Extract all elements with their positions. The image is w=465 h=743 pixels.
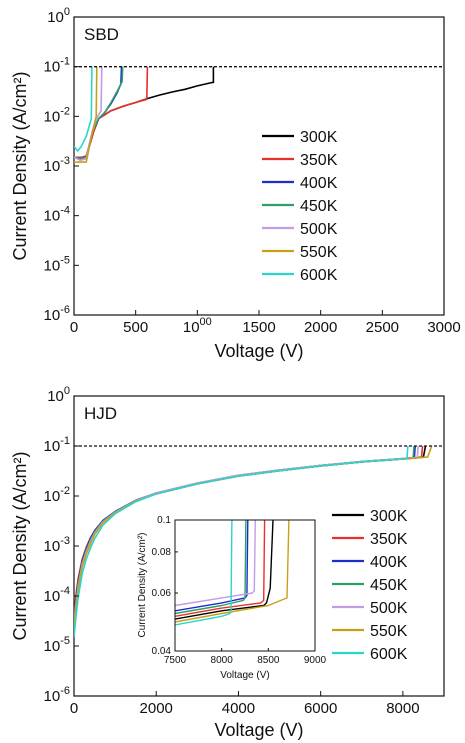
legend-label-450k: 450K — [300, 198, 338, 215]
y-tick-label: 0.06 — [152, 588, 172, 599]
x-tick-label: 1500 — [242, 319, 275, 336]
y-tick-label: 10-2 — [44, 485, 70, 505]
inset-axes: 7500 8000 8500 9000 0.04 0.06 0.08 0.1 — [152, 515, 327, 666]
sbd-y-axis-label: Current Density (A/cm²) — [10, 71, 30, 260]
x-tick-label: 8500 — [257, 655, 280, 666]
inset-series-group — [175, 520, 290, 626]
series-line-450k — [74, 66, 124, 160]
sbd-axes: 0 500 1000 1500 2000 2500 3000 10-6 10-5 10-4 10-3… — [44, 6, 461, 336]
series-line-500k — [175, 520, 256, 607]
y-tick-label: 0.1 — [157, 515, 171, 526]
legend-label-300k: 300K — [300, 129, 338, 146]
series-line-350k — [74, 66, 149, 159]
x-tick-label: 9000 — [304, 655, 327, 666]
x-tick-label: 6000 — [304, 700, 337, 717]
y-tick-label: 100 — [47, 385, 70, 405]
series-line-300k — [175, 520, 274, 620]
hjd-panel-label: HJD — [84, 404, 117, 423]
y-tick-label: 0.04 — [152, 646, 172, 657]
y-tick-label: 10-4 — [44, 205, 70, 225]
legend-label-450k: 450K — [370, 577, 408, 594]
y-tick-label: 10-6 — [44, 304, 70, 324]
x-tick-label: 2000 — [304, 319, 337, 336]
hjd-chart: HJD 0 2000 4000 6000 8000 10-6 10-5 10-4 10-3 10-… — [10, 385, 445, 740]
hjd-x-axis-label: Voltage (V) — [214, 720, 303, 740]
hjd-legend: 300K 350K 400K 450K 500K 550K 600K — [332, 508, 408, 663]
series-line-600k — [74, 445, 409, 638]
sbd-panel-label: SBD — [84, 25, 119, 44]
series-line-600k — [175, 520, 233, 626]
x-tick-label: 8000 — [211, 655, 234, 666]
y-tick-label: 10-1 — [44, 56, 70, 76]
series-line-500k — [74, 66, 103, 162]
y-tick-label: 10-5 — [44, 254, 70, 274]
y-tick-label: 0.08 — [152, 547, 172, 558]
sbd-series-group — [74, 66, 215, 163]
series-line-550k — [74, 66, 98, 163]
x-tick-label: 2500 — [366, 319, 399, 336]
legend-label-550k: 550K — [300, 244, 338, 261]
inset-x-axis-label: Voltage (V) — [220, 670, 269, 681]
y-tick-label: 10-3 — [44, 535, 70, 555]
sbd-chart: SBD 0 500 1000 1500 2000 2500 3000 10-6 10-5 10-4… — [10, 6, 461, 361]
series-line-600k — [74, 66, 93, 152]
legend-label-600k: 600K — [370, 646, 408, 663]
x-tick-label: 2000 — [140, 700, 173, 717]
legend-label-350k: 350K — [300, 152, 338, 169]
y-tick-label: 10-5 — [44, 635, 70, 655]
legend-label-400k: 400K — [370, 554, 408, 571]
legend-label-500k: 500K — [300, 221, 338, 238]
x-tick-label: 3000 — [427, 319, 460, 336]
legend-label-550k: 550K — [370, 623, 408, 640]
y-tick-label: 100 — [47, 6, 70, 26]
y-tick-label: 10-3 — [44, 155, 70, 175]
series-line-450k — [175, 520, 247, 615]
inset-y-axis-label: Current Density (A/cm²) — [137, 532, 148, 637]
y-tick-label: 10-4 — [44, 585, 70, 605]
legend-label-300k: 300K — [370, 508, 408, 525]
legend-label-500k: 500K — [370, 600, 408, 617]
x-tick-label: 0 — [70, 319, 78, 336]
x-tick-label: 7500 — [164, 655, 187, 666]
series-line-350k — [175, 520, 266, 617]
x-tick-label: 1000 — [183, 316, 212, 336]
sbd-x-axis-label: Voltage (V) — [214, 341, 303, 361]
legend-label-400k: 400K — [300, 175, 338, 192]
y-tick-label: 10-2 — [44, 105, 70, 125]
x-tick-label: 4000 — [222, 700, 255, 717]
hjd-series-group — [74, 445, 433, 638]
hjd-y-axis-label: Current Density (A/cm²) — [10, 451, 30, 640]
legend-label-350k: 350K — [370, 531, 408, 548]
series-line-300k — [74, 66, 215, 159]
legend-label-600k: 600K — [300, 267, 338, 284]
hjd-inset-chart: 7500 8000 8500 9000 0.04 0.06 0.08 0.1 Voltage … — [137, 515, 327, 681]
x-tick-label: 8000 — [386, 700, 419, 717]
x-tick-label: 0 — [70, 700, 78, 717]
sbd-legend: 300K 350K 400K 450K 500K 550K 600K — [262, 129, 338, 284]
inset-plot-frame — [174, 519, 316, 652]
y-tick-label: 10-1 — [44, 435, 70, 455]
series-line-550k — [175, 520, 290, 623]
x-tick-label: 500 — [123, 319, 148, 336]
y-tick-label: 10-6 — [44, 685, 70, 705]
sbd-plot-frame — [73, 16, 445, 316]
series-line-400k — [74, 66, 123, 160]
